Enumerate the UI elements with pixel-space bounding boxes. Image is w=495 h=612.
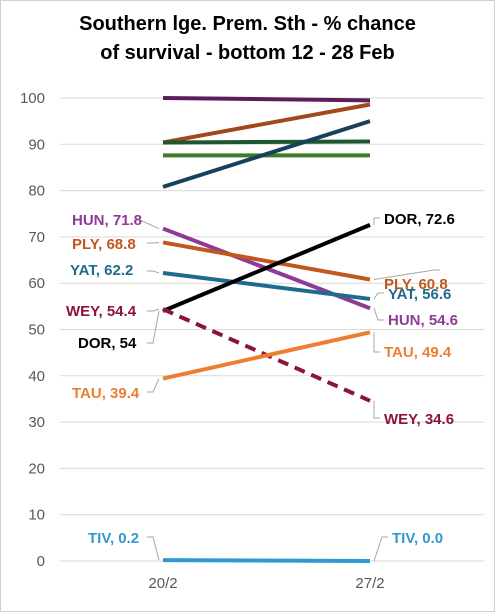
leader-line-ply xyxy=(147,241,160,244)
series-line-dor xyxy=(162,223,371,313)
data-label-wey: WEY, 54.4 xyxy=(66,303,137,320)
series-line-series-3 xyxy=(162,139,371,145)
y-tick-label: 80 xyxy=(28,183,45,200)
series-line-series-2 xyxy=(162,102,371,145)
leader-line-hun xyxy=(373,308,384,321)
data-label-dor: DOR, 72.6 xyxy=(384,211,455,228)
x-tick-label: 27/2 xyxy=(355,575,384,592)
chart-title-line-2: of survival - bottom 12 - 28 Feb xyxy=(100,42,395,64)
y-tick-label: 30 xyxy=(28,414,45,431)
leader-line-yat xyxy=(147,270,160,274)
data-label-ply: PLY, 60.8 xyxy=(384,276,448,293)
series-line-yat xyxy=(162,271,371,301)
data-label-dor: DOR, 54 xyxy=(78,335,137,352)
y-tick-label: 100 xyxy=(20,90,45,107)
data-label-ply: PLY, 68.8 xyxy=(72,236,136,253)
leader-line-ply xyxy=(373,269,440,280)
series-line-tiv xyxy=(162,558,371,563)
series-line-series-5 xyxy=(162,119,371,189)
leader-line-tau xyxy=(373,332,380,353)
y-tick-label: 60 xyxy=(28,275,45,292)
x-tick-label: 20/2 xyxy=(148,575,177,592)
y-tick-label: 50 xyxy=(28,322,45,339)
y-tick-label: 20 xyxy=(28,460,45,477)
y-tick-label: 10 xyxy=(28,507,45,524)
leader-line-dor xyxy=(147,310,160,344)
data-label-tau: TAU, 39.4 xyxy=(72,385,140,402)
data-label-hun: HUN, 54.6 xyxy=(388,312,458,329)
series-line-tau xyxy=(162,330,371,381)
y-tick-label: 0 xyxy=(37,553,45,570)
y-tick-label: 90 xyxy=(28,136,45,153)
data-label-yat: YAT, 62.2 xyxy=(70,262,133,279)
data-label-tau: TAU, 49.4 xyxy=(384,344,452,361)
data-label-tiv: TIV, 0.2 xyxy=(88,530,139,547)
leader-line-yat xyxy=(373,292,384,300)
series-line-series-1 xyxy=(162,96,371,103)
chart-title: Southern lge. Prem. Sth - % chance of su… xyxy=(0,10,495,68)
leader-line-tiv xyxy=(147,536,160,561)
data-label-hun: HUN, 71.8 xyxy=(72,212,142,229)
y-tick-label: 40 xyxy=(28,368,45,385)
data-label-yat: YAT, 56.6 xyxy=(388,286,451,303)
chart-title-line-1: Southern lge. Prem. Sth - % chance xyxy=(79,13,416,35)
leader-line-dor xyxy=(373,217,380,225)
leader-line-tiv xyxy=(373,536,388,562)
leader-line-wey xyxy=(373,400,380,419)
leader-line-tau xyxy=(147,378,160,393)
series-line-ply xyxy=(162,240,371,282)
data-label-tiv: TIV, 0.0 xyxy=(392,530,443,547)
data-label-wey: WEY, 34.6 xyxy=(384,411,454,428)
y-tick-label: 70 xyxy=(28,229,45,246)
leader-line-wey xyxy=(147,308,160,312)
leader-line-hun xyxy=(134,219,160,230)
